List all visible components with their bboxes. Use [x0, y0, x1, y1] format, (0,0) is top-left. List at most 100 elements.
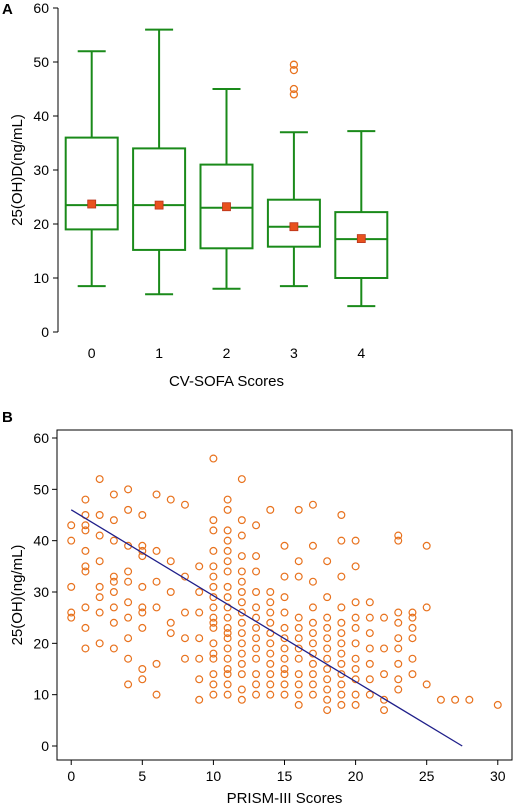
panel-a-y-axis-title: 25(OH)D(ng/mL): [9, 114, 26, 226]
scatter-point: [223, 690, 232, 699]
scatter-point: [308, 690, 317, 699]
panel-a-x-tick-label: 4: [357, 345, 365, 361]
scatter-point: [67, 536, 76, 545]
scatter-point: [166, 557, 175, 566]
scatter-point: [195, 695, 204, 704]
box-mean-marker: [356, 234, 366, 243]
scatter-point: [294, 557, 303, 566]
panel-b-x-axis-title: PRISM-III Scores: [227, 790, 343, 807]
scatter-point: [138, 511, 147, 520]
scatter-point: [323, 593, 332, 602]
scatter-point: [252, 690, 261, 699]
scatter-point: [266, 639, 275, 648]
scatter-point: [337, 618, 346, 627]
scatter-point: [237, 577, 246, 586]
scatter-point: [209, 546, 218, 555]
panel-b-axes: 0 10 20 30 40 50 60 0 5 10 15 20 25 30: [33, 429, 513, 784]
scatter-point: [95, 608, 104, 617]
scatter-point: [223, 505, 232, 514]
scatter-point: [109, 587, 118, 596]
scatter-point: [223, 623, 232, 632]
scatter-point: [237, 598, 246, 607]
scatter-point: [67, 521, 76, 530]
scatter-point: [109, 603, 118, 612]
scatter-point: [67, 608, 76, 617]
panel-b-y-tick-label: 0: [41, 738, 49, 754]
scatter-point: [223, 670, 232, 679]
scatter-point: [209, 690, 218, 699]
scatter-point: [266, 690, 275, 699]
scatter-point: [280, 623, 289, 632]
scatter-point: [308, 629, 317, 638]
scatter-point: [365, 675, 374, 684]
scatter-point: [109, 577, 118, 586]
scatter-point: [138, 664, 147, 673]
scatter-point: [408, 634, 417, 643]
scatter-point: [294, 613, 303, 622]
scatter-point: [109, 572, 118, 581]
scatter-point: [152, 577, 161, 586]
scatter-point: [294, 680, 303, 689]
panel-a-box-4: [334, 130, 389, 308]
scatter-point: [323, 613, 332, 622]
scatter-point: [294, 670, 303, 679]
scatter-point: [337, 572, 346, 581]
scatter-point: [209, 603, 218, 612]
scatter-point: [266, 659, 275, 668]
scatter-point: [81, 567, 90, 576]
scatter-point: [380, 695, 389, 704]
panel-a-x-tick-label: 0: [88, 345, 96, 361]
panel-a-box-3: [266, 60, 321, 288]
scatter-point: [237, 670, 246, 679]
scatter-point: [422, 680, 431, 689]
scatter-point: [323, 706, 332, 715]
scatter-point: [109, 644, 118, 653]
panel-a-axes: 0 10 20 30 40 50 60 0 1 2 3 4: [33, 0, 365, 361]
scatter-point: [195, 608, 204, 617]
scatter-point: [166, 495, 175, 504]
scatter-point: [223, 593, 232, 602]
scatter-point: [223, 557, 232, 566]
scatter-point: [223, 567, 232, 576]
scatter-point: [266, 670, 275, 679]
scatter-point: [337, 629, 346, 638]
panel-b-x-tick-label: 20: [348, 768, 364, 784]
scatter-point: [337, 700, 346, 709]
panel-b-points: [67, 454, 502, 747]
scatter-point: [252, 587, 261, 596]
scatter-point: [152, 490, 161, 499]
box-iqr: [266, 198, 321, 248]
scatter-point: [81, 603, 90, 612]
scatter-point: [252, 670, 261, 679]
scatter-point: [252, 644, 261, 653]
scatter-point: [138, 541, 147, 550]
box-outlier: [289, 60, 299, 69]
scatter-point: [323, 664, 332, 673]
scatter-point: [408, 670, 417, 679]
scatter-point: [209, 680, 218, 689]
scatter-point: [266, 608, 275, 617]
scatter-point: [209, 454, 218, 463]
scatter-point: [124, 485, 133, 494]
scatter-point: [237, 649, 246, 658]
scatter-point: [365, 613, 374, 622]
scatter-point: [95, 639, 104, 648]
scatter-point: [81, 495, 90, 504]
scatter-point: [394, 659, 403, 668]
scatter-point: [337, 659, 346, 668]
box-mean-marker: [222, 202, 231, 212]
scatter-point: [323, 557, 332, 566]
scatter-point: [365, 598, 374, 607]
scatter-point: [308, 500, 317, 509]
scatter-point: [138, 608, 147, 617]
scatter-point: [223, 546, 232, 555]
scatter-point: [109, 490, 118, 499]
scatter-point: [266, 505, 275, 514]
scatter-point: [252, 634, 261, 643]
scatter-point: [109, 516, 118, 525]
scatter-point: [422, 541, 431, 550]
scatter-point: [280, 608, 289, 617]
panel-a-y-tick-label: 10: [33, 270, 49, 286]
scatter-point: [280, 634, 289, 643]
scatter-point: [323, 634, 332, 643]
